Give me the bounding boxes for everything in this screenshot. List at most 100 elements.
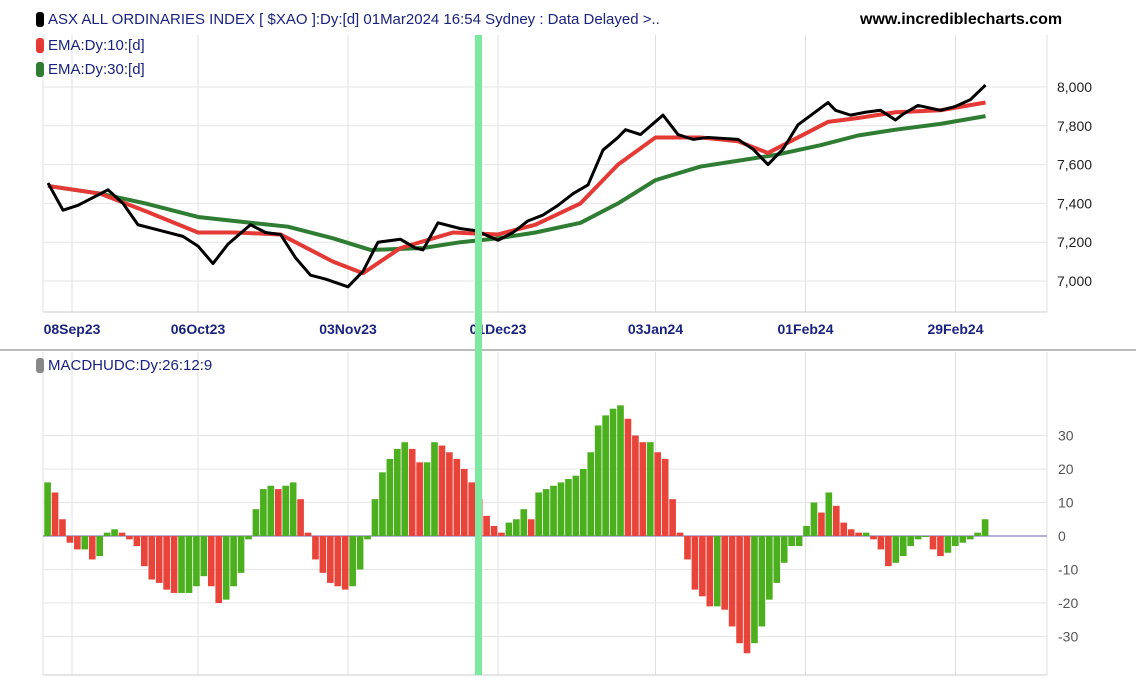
macd-bar [66,536,74,543]
macd-bar [170,536,178,593]
macd-bar [892,536,900,563]
macd-bar [44,482,51,536]
macd-bar [594,425,602,536]
macd-bar [617,405,624,536]
macd-ytick-label: -10 [1058,562,1078,578]
macd-ytick-label: 10 [1058,495,1074,511]
macd-bar [215,536,223,603]
macd-bar [684,536,691,560]
macd-bar [118,532,126,536]
macd-bar [632,435,639,536]
macd-bar [773,536,781,583]
macd-bar [379,472,386,536]
macd-bar [847,529,855,536]
macd-bar [193,536,200,587]
macd-bar [624,418,632,536]
macd-bar [334,536,342,587]
macd-bar [676,532,684,536]
macd-bar [959,536,967,543]
macd-bar [751,536,758,644]
legend-label: EMA:Dy:30:[d] [48,61,145,78]
macd-bar [141,536,148,567]
macd-bar [96,536,104,557]
date-tick-label: 08Sep23 [44,321,101,337]
macd-bar [825,492,833,536]
macd-bar [356,536,364,570]
date-tick-label: 29Feb24 [927,321,983,337]
macd-bar [602,415,609,536]
macd-bar [840,522,848,536]
macd-bar [803,525,810,536]
macd-bar [237,536,245,573]
macd-bar [832,505,840,536]
ema10-swatch-icon [36,38,44,53]
macd-bar [252,509,260,536]
macd-bar [766,536,773,600]
price-ytick-label: 7,200 [1057,234,1092,250]
macd-bar [133,536,141,547]
macd-bar [178,536,185,593]
date-tick-label: 03Nov23 [319,321,377,337]
macd-bar [222,536,230,600]
macd-bar [88,536,96,560]
macd-bar [207,536,215,587]
macd-bar [200,536,208,577]
macd-bar [550,485,557,536]
macd-bar [289,482,297,536]
macd-bar [736,536,743,644]
macd-bar [371,499,379,536]
legend-ema30: EMA:Dy:30:[d] [36,61,145,78]
macd-bar [557,482,565,536]
legend-price: ASX ALL ORDINARIES INDEX [ $XAO ]:Dy:[d]… [36,11,660,28]
macd-bar [527,519,535,536]
macd-bar [922,536,929,537]
macd-ytick-label: 0 [1058,528,1066,544]
macd-bar [661,458,669,536]
macd-bar [364,536,371,540]
macd-bar [587,452,595,536]
price-ytick-label: 8,000 [1057,79,1092,95]
macd-bar [565,479,572,536]
macd-bar [609,408,617,536]
macd-bar [535,492,542,536]
macd-bar [260,489,267,536]
macd-bar [885,536,892,567]
macd-bar [327,536,334,583]
macd-bar [713,536,721,607]
macd-bar [431,442,438,536]
macd-bar [111,529,118,536]
macd-bar [393,448,401,536]
macd-bar [416,462,423,536]
macd-bar [699,536,706,597]
macd-ytick-label: 30 [1058,428,1074,444]
macd-bar [267,485,275,536]
date-tick-label: 03Jan24 [628,321,683,337]
macd-bar [155,536,163,583]
macd-bar [103,532,111,536]
macd-bar [446,452,453,536]
price-ytick-label: 7,400 [1057,195,1092,211]
macd-bar [818,512,825,536]
ema30-line [47,114,986,252]
macd-bar [899,536,907,557]
legend-label: EMA:Dy:10:[d] [48,37,145,54]
macd-ytick-label: -30 [1058,629,1078,645]
macd-bar [401,442,409,536]
price-swatch-icon [36,12,44,27]
legend-ema10: EMA:Dy:10:[d] [36,37,145,54]
macd-bar [74,536,81,550]
macd-swatch-icon [36,358,44,373]
macd-ytick-label: 20 [1058,461,1074,477]
macd-bar [542,489,550,536]
macd-bar [855,532,862,536]
macd-bar [468,482,476,536]
ema30-swatch-icon [36,62,44,77]
macd-bar [483,515,490,536]
macd-bar [438,445,446,536]
macd-bar [274,489,282,536]
macd-bar [721,536,729,610]
price-ytick-label: 7,000 [1057,273,1092,289]
macd-bar [810,502,818,536]
macd-bar [341,536,349,590]
macd-ytick-label: -20 [1058,595,1078,611]
